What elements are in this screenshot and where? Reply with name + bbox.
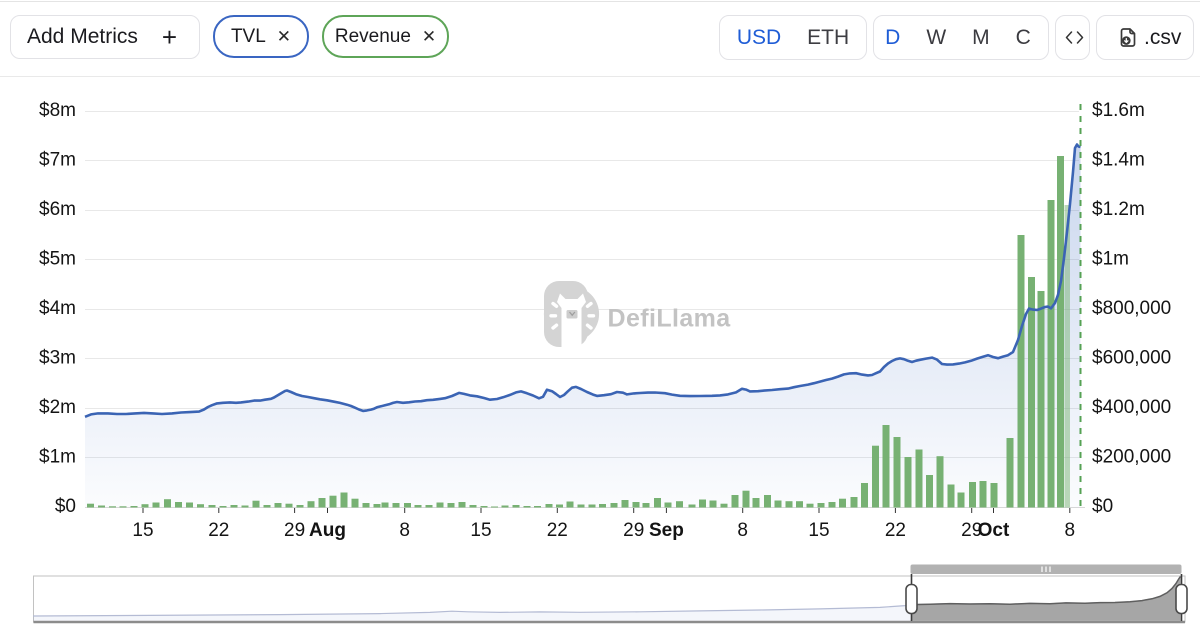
svg-text:DefiLlama: DefiLlama — [608, 305, 732, 333]
svg-text:$5m: $5m — [39, 249, 76, 270]
svg-text:$600,000: $600,000 — [1092, 348, 1171, 369]
svg-text:15: 15 — [470, 520, 491, 541]
svg-text:$1.4m: $1.4m — [1092, 150, 1145, 171]
svg-text:Oct: Oct — [978, 520, 1010, 541]
svg-text:Aug: Aug — [309, 520, 346, 541]
svg-text:8: 8 — [737, 520, 748, 541]
svg-text:29: 29 — [284, 520, 305, 541]
svg-text:$200,000: $200,000 — [1092, 447, 1171, 468]
svg-text:22: 22 — [885, 520, 906, 541]
svg-text:$0: $0 — [55, 496, 76, 517]
svg-text:29: 29 — [623, 520, 644, 541]
svg-text:$7m: $7m — [39, 150, 76, 171]
svg-text:22: 22 — [208, 520, 229, 541]
svg-text:$3m: $3m — [39, 348, 76, 369]
svg-text:$0: $0 — [1092, 496, 1113, 517]
svg-text:$2m: $2m — [39, 397, 76, 418]
svg-text:22: 22 — [547, 520, 568, 541]
svg-text:$4m: $4m — [39, 298, 76, 319]
svg-text:$1.2m: $1.2m — [1092, 199, 1145, 220]
svg-text:$8m: $8m — [39, 100, 76, 121]
svg-text:8: 8 — [1065, 520, 1076, 541]
svg-text:$1m: $1m — [1092, 249, 1129, 270]
svg-text:$1.6m: $1.6m — [1092, 100, 1145, 121]
svg-text:8: 8 — [399, 520, 410, 541]
svg-text:29: 29 — [961, 520, 982, 541]
svg-text:15: 15 — [132, 520, 153, 541]
svg-text:$6m: $6m — [39, 199, 76, 220]
svg-text:$400,000: $400,000 — [1092, 397, 1171, 418]
svg-text:Sep: Sep — [649, 520, 684, 541]
svg-text:$1m: $1m — [39, 447, 76, 468]
svg-text:$800,000: $800,000 — [1092, 298, 1171, 319]
svg-text:15: 15 — [808, 520, 829, 541]
